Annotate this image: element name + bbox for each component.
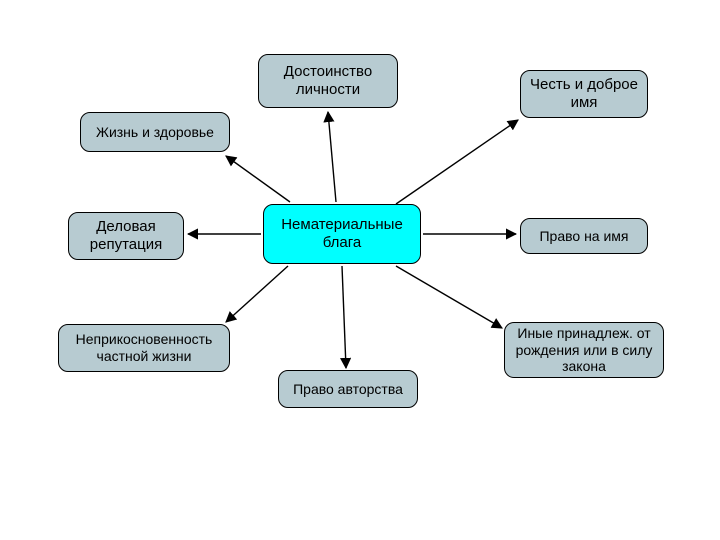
node-label: Нематериальные блага bbox=[270, 216, 414, 252]
node-label: Деловая репутация bbox=[75, 218, 177, 254]
edge-5 bbox=[396, 266, 502, 328]
node-topleft: Жизнь и здоровье bbox=[80, 112, 230, 152]
node-bottomleft: Неприкосновенность частной жизни bbox=[58, 324, 230, 372]
node-right: Право на имя bbox=[520, 218, 648, 254]
edge-3 bbox=[226, 266, 288, 322]
node-center: Нематериальные блага bbox=[263, 204, 421, 264]
node-label: Право на имя bbox=[539, 228, 628, 245]
node-label: Честь и доброе имя bbox=[527, 76, 641, 112]
node-topright: Честь и доброе имя bbox=[520, 70, 648, 118]
node-left: Деловая репутация bbox=[68, 212, 184, 260]
node-label: Жизнь и здоровье bbox=[96, 124, 214, 141]
edge-4 bbox=[342, 266, 346, 368]
node-label: Иные принадлеж. от рождения или в силу з… bbox=[511, 325, 657, 375]
edge-7 bbox=[396, 120, 518, 204]
node-label: Неприкосновенность частной жизни bbox=[65, 331, 223, 365]
node-label: Право авторства bbox=[293, 381, 403, 398]
edge-1 bbox=[226, 156, 290, 202]
node-bottom: Право авторства bbox=[278, 370, 418, 408]
node-bottomright: Иные принадлеж. от рождения или в силу з… bbox=[504, 322, 664, 378]
node-label: Достоинство личности bbox=[265, 63, 391, 99]
edge-0 bbox=[328, 112, 336, 202]
node-top: Достоинство личности bbox=[258, 54, 398, 108]
